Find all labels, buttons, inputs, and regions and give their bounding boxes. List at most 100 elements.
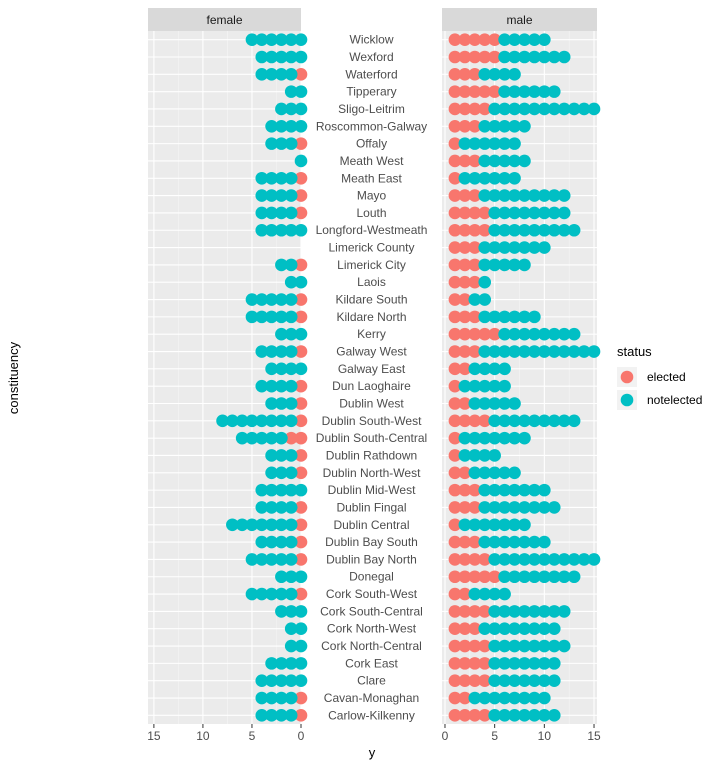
point-female-clare-notelected: [275, 674, 288, 687]
point-male-galway-east-notelected: [468, 362, 482, 376]
point-male-cork-south-central-notelected: [488, 605, 501, 618]
point-male-dublin-bay-south-elected: [448, 535, 462, 549]
point-male-dublin-north-west-notelected: [488, 466, 501, 480]
point-male-kerry-elected: [458, 327, 472, 341]
point-male-limerick-city-notelected: [488, 258, 501, 272]
point-male-cork-north-west-notelected: [547, 622, 561, 636]
point-male-dublin-fingal-notelected: [528, 501, 541, 514]
point-female-kildare-north-notelected: [275, 310, 288, 324]
point-male-longford-westmeath-notelected: [538, 223, 551, 237]
point-male-wexford-elected: [448, 50, 462, 64]
point-male-longford-westmeath-notelected: [567, 223, 581, 237]
point-female-galway-west-notelected: [275, 345, 288, 358]
point-male-sligo-leitrim-elected: [458, 102, 472, 116]
x-tick-label-female: 5: [249, 729, 256, 743]
point-male-dublin-bay-north-elected: [458, 553, 472, 566]
y-tick-label: Cavan-Monaghan: [324, 691, 419, 705]
point-female-waterford-notelected: [255, 68, 269, 81]
point-male-louth-notelected: [557, 206, 571, 220]
point-male-cork-north-central-elected: [468, 639, 482, 653]
point-female-dublin-bay-south-notelected: [275, 535, 288, 549]
point-male-dublin-fingal-notelected: [478, 501, 492, 514]
point-male-mayo-notelected: [547, 189, 561, 202]
legend-label-notelected: notelected: [647, 393, 702, 407]
point-female-longford-westmeath-notelected: [255, 223, 269, 237]
point-female-dublin-rathdown-elected: [294, 449, 308, 462]
point-male-wexford-notelected: [498, 50, 511, 64]
x-tick-label-female: 15: [147, 729, 161, 743]
point-female-dublin-south-west-notelected: [284, 414, 298, 428]
point-male-cork-north-central-notelected: [498, 639, 511, 653]
point-female-roscommon-galway-notelected: [294, 119, 308, 133]
point-male-cavan-monaghan-notelected: [508, 691, 521, 705]
point-male-limerick-county-notelected: [498, 241, 511, 254]
point-male-galway-east-elected: [458, 362, 472, 376]
point-female-longford-westmeath-notelected: [284, 223, 298, 237]
facet-label-female: female: [206, 13, 242, 27]
point-male-roscommon-galway-notelected: [508, 119, 521, 133]
point-male-dublin-central-notelected: [478, 518, 492, 532]
y-tick-label: Laois: [357, 275, 386, 289]
point-female-dublin-south-west-notelected: [245, 414, 259, 428]
point-female-dublin-south-west-notelected: [255, 414, 269, 428]
x-tick-label-male: 10: [538, 729, 552, 743]
point-male-cork-south-west-elected: [458, 587, 472, 601]
point-male-dublin-fingal-notelected: [518, 501, 531, 514]
point-male-cork-north-west-elected: [448, 622, 462, 636]
point-female-cavan-monaghan-notelected: [255, 691, 269, 705]
point-female-wicklow-notelected: [245, 33, 259, 46]
point-male-donegal-notelected: [498, 570, 511, 584]
point-female-galway-west-notelected: [265, 345, 278, 358]
point-male-cork-south-central-elected: [448, 605, 462, 618]
point-male-dublin-west-notelected: [508, 397, 521, 410]
point-male-dublin-bay-south-notelected: [478, 535, 492, 549]
point-female-dublin-central-notelected: [235, 518, 249, 532]
point-male-dublin-bay-north-notelected: [508, 553, 521, 566]
point-female-meath-east-notelected: [284, 171, 298, 185]
point-female-longford-westmeath-notelected: [275, 223, 288, 237]
point-male-clare-notelected: [498, 674, 511, 687]
point-male-carlow-kilkenny-elected: [458, 709, 472, 722]
y-tick-label: Donegal: [349, 570, 394, 584]
point-male-dublin-rathdown-notelected: [488, 449, 501, 462]
facet-strip-male: [442, 8, 597, 31]
point-male-dublin-south-west-notelected: [538, 414, 551, 428]
y-tick-label: Dublin South-Central: [316, 431, 427, 445]
point-male-longford-westmeath-notelected: [557, 223, 571, 237]
point-male-dublin-west-elected: [448, 397, 462, 410]
point-male-dublin-mid-west-notelected: [498, 483, 511, 497]
point-male-dublin-bay-north-notelected: [577, 553, 591, 566]
point-male-clare-elected: [458, 674, 472, 687]
y-tick-label: Roscommon-Galway: [316, 119, 427, 133]
point-female-cork-north-west-notelected: [284, 622, 298, 636]
point-male-wexford-notelected: [518, 50, 531, 64]
point-female-dublin-south-west-notelected: [275, 414, 288, 428]
point-female-dublin-central-notelected: [245, 518, 259, 532]
point-male-offaly-notelected: [508, 137, 521, 150]
point-male-mayo-elected: [448, 189, 462, 202]
point-male-cork-east-notelected: [518, 657, 531, 670]
y-tick-label: Cork North-West: [327, 622, 417, 636]
point-female-dublin-mid-west-notelected: [265, 483, 278, 497]
point-male-laois-notelected: [478, 275, 492, 289]
point-female-galway-west-notelected: [284, 345, 298, 358]
point-female-dublin-west-notelected: [265, 397, 278, 410]
point-male-meath-east-notelected: [478, 171, 492, 185]
point-female-cork-south-west-elected: [294, 587, 308, 601]
point-female-dublin-south-central-notelected: [275, 431, 288, 445]
point-male-cork-north-west-elected: [458, 622, 472, 636]
point-male-offaly-notelected: [458, 137, 472, 150]
point-female-wexford-notelected: [284, 50, 298, 64]
point-male-dublin-bay-north-notelected: [528, 553, 541, 566]
point-male-dublin-south-west-notelected: [547, 414, 561, 428]
point-male-kildare-north-notelected: [508, 310, 521, 324]
point-female-meath-east-elected: [294, 171, 308, 185]
point-male-dublin-south-west-notelected: [488, 414, 501, 428]
point-male-clare-notelected: [528, 674, 541, 687]
point-male-galway-west-notelected: [518, 345, 531, 358]
point-male-dun-laoghaire-notelected: [488, 379, 501, 393]
point-male-cork-north-central-notelected: [518, 639, 531, 653]
point-male-dublin-north-west-notelected: [508, 466, 521, 480]
point-male-limerick-county-elected: [458, 241, 472, 254]
point-male-dublin-rathdown-notelected: [468, 449, 482, 462]
